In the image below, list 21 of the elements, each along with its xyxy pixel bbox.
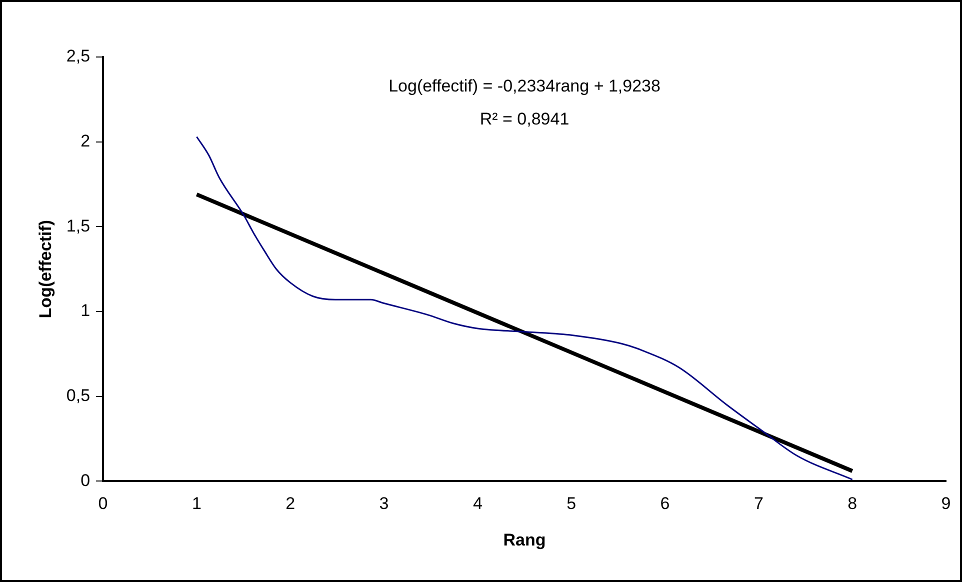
y-tick-label: 1	[80, 301, 90, 320]
annotation: Log(effectif) = -0,2334rang + 1,9238	[388, 76, 660, 96]
y-tick-label: 1,5	[66, 216, 90, 236]
x-tick-label: 1	[192, 494, 202, 514]
x-tick-label: 3	[379, 494, 389, 514]
y-tick-label: 2	[80, 132, 90, 151]
x-tick-label: 6	[660, 494, 670, 514]
y-tick-label: 0,5	[66, 386, 90, 406]
x-tick-label: 0	[98, 494, 108, 514]
x-tick-label: 8	[848, 494, 858, 514]
line-series	[196, 136, 854, 480]
x-tick-label: 2	[286, 494, 296, 514]
y-tick-label: 2,5	[66, 46, 90, 66]
y-axis-title: Log(effectif)	[36, 220, 55, 318]
x-tick-label: 9	[941, 494, 951, 514]
y-tick-label: 0	[80, 470, 90, 490]
x-tick-label: 7	[754, 494, 764, 514]
x-tick-label: 5	[566, 494, 576, 514]
x-tick-label: 4	[472, 494, 482, 514]
annotation: R² = 0,8941	[480, 110, 570, 129]
x-axis-title: Rang	[503, 530, 546, 550]
